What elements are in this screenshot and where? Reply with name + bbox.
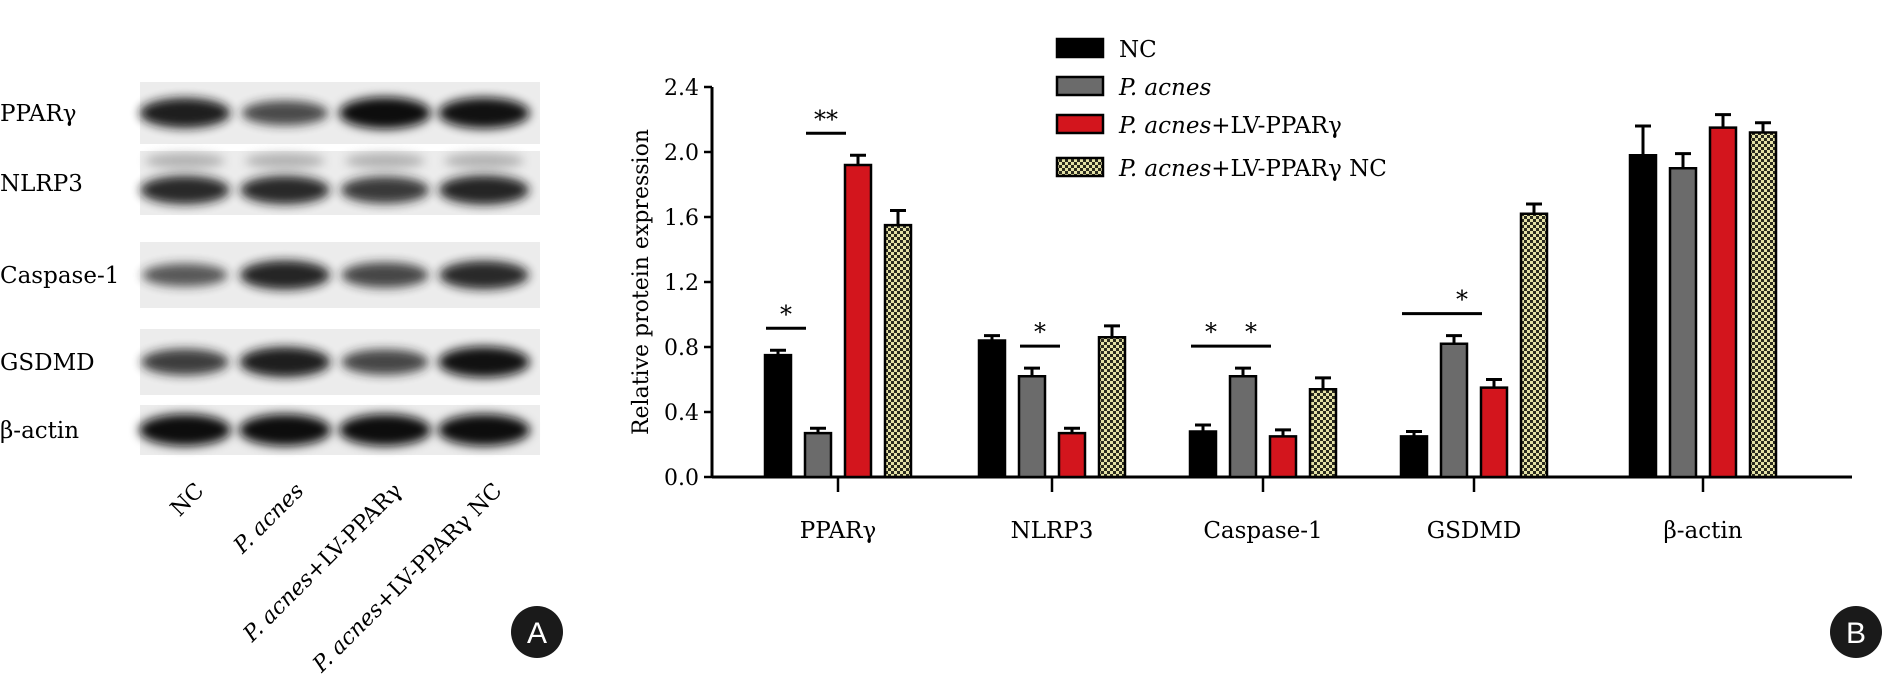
legend-label: P. acnes+LV-PPARγ NC [1118,156,1387,182]
significance-label: * [1034,318,1046,346]
blot-band [141,348,229,376]
blot-band [341,262,429,288]
legend-label: NC [1119,37,1157,63]
blot-row-label: NLRP3 [0,171,83,197]
blot-band [241,100,329,126]
blot-band [245,153,325,169]
blot-band [139,414,231,446]
bar [1308,388,1338,479]
legend-label: P. acnes [1118,75,1211,101]
blot-lane-label: NC [166,479,209,522]
panel-a-badge-label: A [527,617,547,650]
blot-band [438,414,530,446]
blot-band [438,346,530,378]
legend-swatch [1055,37,1105,59]
blot-band [438,175,530,205]
bar [1188,430,1218,479]
blot-band [438,97,530,129]
blot-band [439,260,529,290]
bar [803,431,833,479]
legend-swatch [1055,113,1105,135]
bar [1519,212,1549,479]
blot-band [240,175,330,205]
bar [883,223,913,479]
bar [763,353,793,479]
significance-label: * [1245,318,1257,346]
blot-lane-label: P. acnes+LV-PPARγ NC [308,479,508,679]
bar [1668,167,1698,479]
x-tick-label: Caspase-1 [1203,518,1322,544]
bar [1479,386,1509,479]
y-tick-label: 2.0 [664,141,699,166]
x-tick-label: β-actin [1663,518,1742,544]
bar [1228,375,1258,479]
legend-swatch [1055,75,1105,97]
bar [843,163,873,479]
blot-lane-label: P. acnes+LV-PPARγ [238,479,407,648]
bar [977,339,1007,479]
bar [1748,131,1778,479]
bar [1057,431,1087,479]
blot-band [239,260,331,290]
blot-row-label: Caspase-1 [0,263,119,289]
blot-band [341,349,429,375]
x-tick-label: GSDMD [1427,518,1522,544]
blot-lane-label: P. acnes [228,479,309,560]
blot-band [140,175,230,205]
blot-band [139,97,231,129]
significance-label: * [780,300,792,328]
y-axis-title: Relative protein expression [629,129,654,435]
blot-band [239,346,331,378]
significance-label: * [1456,286,1468,314]
bar [1708,126,1738,479]
panel-b-badge-label: B [1846,617,1866,650]
bar [1268,435,1298,479]
x-tick-label: PPARγ [800,518,877,544]
bar [1399,435,1429,479]
blot-row-label: PPARγ [0,101,77,127]
blot-band [142,263,228,287]
bar [1439,342,1469,479]
panel-b-badge: B [1830,606,1882,658]
bar [1017,375,1047,479]
western-blot-panel: PPARγ NLRP3 Caspase-1 GSDMD β-actin NC P. acne… [0,82,540,678]
blot-row-label: GSDMD [0,350,95,376]
significance-label: ** [814,105,838,133]
significance-label: * [1205,318,1217,346]
blot-band [444,153,524,169]
y-tick-label: 1.2 [664,271,699,296]
y-tick-label: 0.4 [664,401,699,426]
y-tick-label: 1.6 [664,206,699,231]
y-tick-label: 0.8 [664,336,699,361]
bar [1628,154,1658,479]
x-tick-label: NLRP3 [1011,518,1094,544]
bar-chart-panel: NC P. acnes P. acnes+LV-PPARγ P. acnes+LV-P… [629,37,1852,544]
y-tick-label: 2.4 [664,76,699,101]
bar [1097,336,1127,479]
y-tick-label: 0.0 [664,466,699,491]
blot-band [339,97,431,129]
panel-a-badge: A [511,606,563,658]
blot-row-label: β-actin [0,418,79,444]
legend-label: P. acnes+LV-PPARγ [1118,113,1342,139]
chart-legend: NC P. acnes P. acnes+LV-PPARγ P. acnes+LV-P… [1055,37,1387,182]
chart-bars: **** * ** [763,105,1778,479]
blot-band [145,153,225,169]
blot-band [340,176,430,204]
legend-swatch [1055,156,1105,178]
blot-band [239,414,331,446]
blot-band [345,153,425,169]
blot-band [339,414,431,446]
